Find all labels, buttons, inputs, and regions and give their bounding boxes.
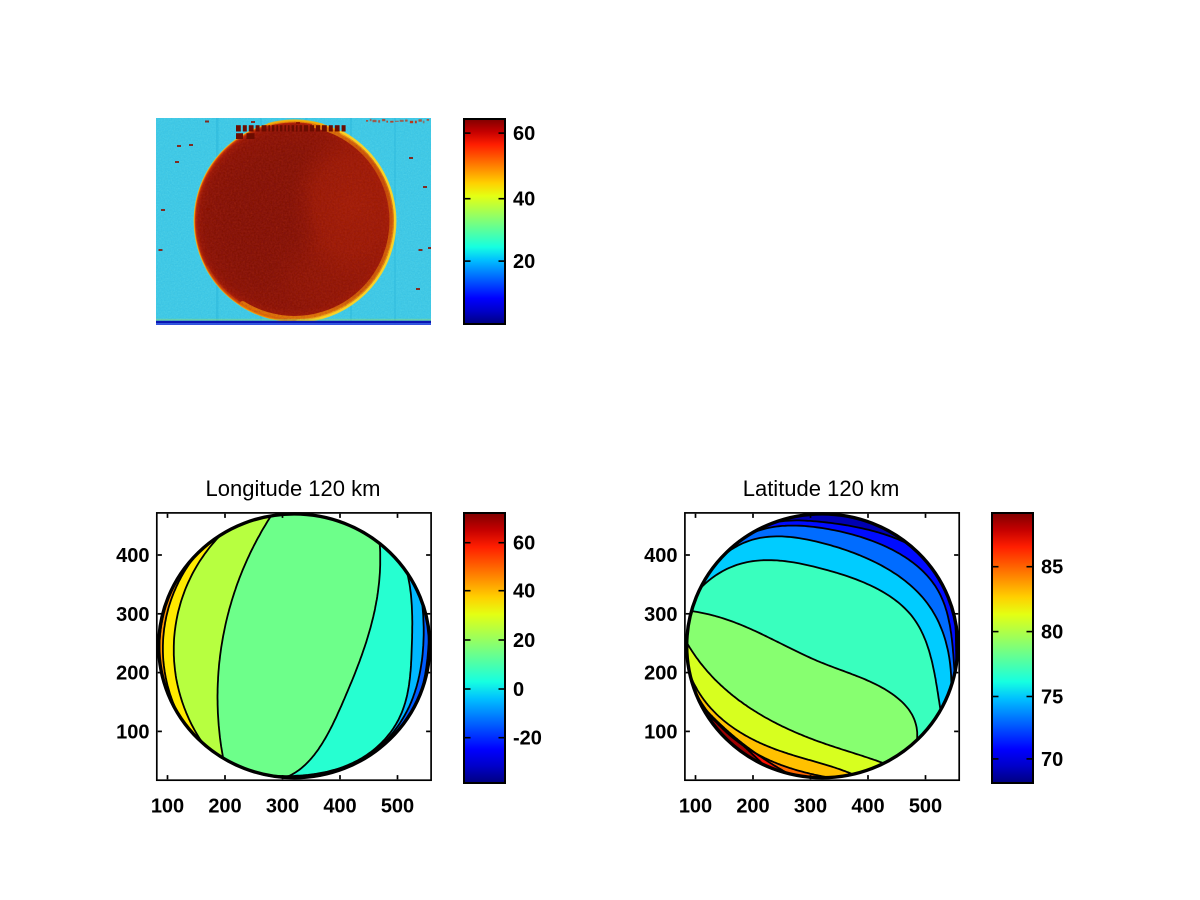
svg-text:100: 100 [679,796,712,818]
svg-text:80: 80 [1041,622,1063,644]
svg-text:60: 60 [513,123,535,145]
svg-text:400: 400 [323,796,356,818]
svg-text:60: 60 [513,533,535,555]
svg-text:200: 200 [644,663,677,685]
svg-text:400: 400 [116,545,149,567]
svg-text:20: 20 [513,251,535,273]
svg-text:40: 40 [513,189,535,211]
svg-text:300: 300 [266,796,299,818]
svg-text:85: 85 [1041,557,1063,579]
svg-text:100: 100 [151,796,184,818]
svg-text:300: 300 [644,604,677,626]
svg-text:100: 100 [116,721,149,743]
svg-text:100: 100 [644,721,677,743]
svg-text:75: 75 [1041,687,1063,709]
svg-text:500: 500 [381,796,414,818]
svg-text:300: 300 [116,604,149,626]
svg-text:300: 300 [794,796,827,818]
svg-text:500: 500 [909,796,942,818]
svg-text:-20: -20 [513,728,542,750]
svg-text:Longitude 120 km: Longitude 120 km [206,476,381,501]
svg-text:70: 70 [1041,749,1063,771]
svg-text:200: 200 [116,663,149,685]
svg-text:400: 400 [851,796,884,818]
svg-text:200: 200 [736,796,769,818]
svg-text:0: 0 [513,679,524,701]
svg-text:200: 200 [208,796,241,818]
svg-text:Latitude 120 km: Latitude 120 km [743,476,900,501]
svg-text:40: 40 [513,581,535,603]
svg-text:400: 400 [644,545,677,567]
svg-text:20: 20 [513,630,535,652]
